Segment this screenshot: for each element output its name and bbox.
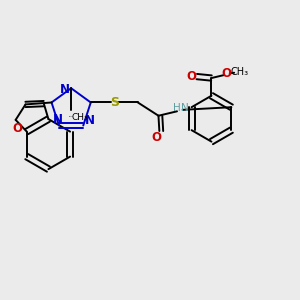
Text: O: O xyxy=(186,70,197,83)
Text: N: N xyxy=(85,114,95,127)
Text: N: N xyxy=(52,113,63,126)
Text: O: O xyxy=(152,131,161,144)
Text: N: N xyxy=(181,103,188,113)
Text: H: H xyxy=(173,103,181,113)
Text: N: N xyxy=(60,83,70,96)
Text: CH₃: CH₃ xyxy=(231,67,249,77)
Text: CH₃: CH₃ xyxy=(72,113,88,122)
Text: O: O xyxy=(222,67,232,80)
Text: methyl: methyl xyxy=(69,116,74,117)
Text: S: S xyxy=(110,96,119,109)
Text: O: O xyxy=(12,122,22,135)
